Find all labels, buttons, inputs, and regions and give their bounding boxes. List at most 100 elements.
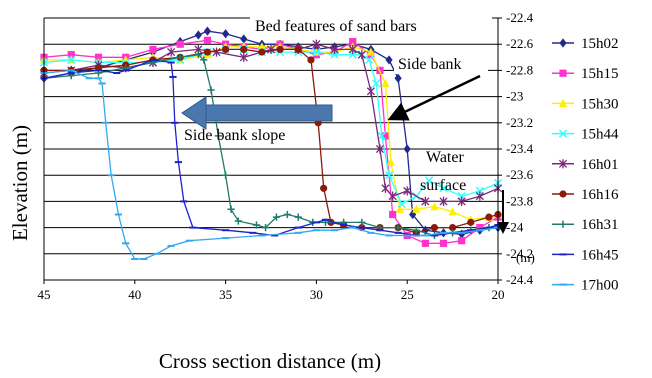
legend-label: 15h44: [581, 127, 619, 143]
data-point: [375, 144, 385, 154]
data-point: [381, 183, 390, 193]
x-unit-label: (m): [516, 250, 535, 265]
data-point: [388, 191, 397, 201]
data-point: [357, 50, 366, 60]
legend-label: 16h01: [581, 157, 619, 173]
data-point: [439, 196, 448, 206]
legend-item: 15h30: [552, 96, 619, 112]
data-point: [403, 186, 412, 196]
annotation-side-bank: Side bank: [398, 56, 462, 73]
annotation-surface: surface: [420, 177, 466, 194]
data-point: [424, 176, 434, 185]
y-tick-label: -22.8: [506, 62, 533, 77]
data-point: [214, 132, 222, 140]
data-point: [276, 45, 284, 54]
legend-swatch-marker: [559, 190, 567, 198]
legend-label: 15h15: [581, 66, 619, 82]
data-point: [476, 224, 484, 232]
legend-label: 15h02: [581, 36, 619, 52]
legend-swatch-marker: [558, 159, 568, 169]
legend-item: 15h15: [552, 66, 619, 82]
legend-label: 16h31: [581, 217, 619, 233]
data-point: [261, 224, 270, 232]
data-point: [294, 213, 302, 221]
series-line: [43, 59, 499, 237]
series-17h00: [40, 69, 502, 261]
data-point: [266, 44, 276, 55]
legend: 15h02 15h15 15h30 15h44 16h01 16h16 16h31 16h45…: [552, 36, 619, 294]
x-tick-label: 45: [38, 287, 51, 302]
data-point: [194, 51, 202, 59]
series-layer: [39, 26, 503, 261]
data-point: [283, 210, 291, 219]
data-point: [176, 53, 184, 61]
data-point: [234, 217, 242, 225]
data-point: [449, 224, 457, 232]
legend-swatch-marker: [559, 38, 567, 48]
data-point: [381, 132, 390, 140]
data-point: [212, 47, 221, 57]
data-point: [421, 239, 429, 247]
data-point: [348, 44, 357, 55]
legend-item: 15h02: [552, 36, 619, 52]
data-point: [222, 29, 230, 39]
legend-label: 17h00: [581, 278, 619, 294]
data-point: [207, 86, 215, 94]
y-axis-label: Elevation (m): [8, 125, 32, 241]
data-point: [372, 79, 381, 88]
data-point: [257, 42, 267, 51]
data-point: [457, 196, 466, 206]
data-point: [381, 78, 390, 88]
legend-item: 16h45: [552, 247, 619, 263]
annotations: Bed features of sand bars Side bank Side…: [181, 14, 509, 234]
x-axis-label: Cross section distance (m): [159, 349, 381, 373]
data-point: [67, 55, 76, 65]
legend-swatch-marker: [559, 69, 567, 77]
y-tick-label: -23.6: [506, 167, 534, 182]
y-tick-label: -23.2: [506, 115, 533, 130]
data-point: [294, 45, 302, 54]
data-point: [430, 202, 439, 211]
data-point: [240, 34, 248, 44]
series-line: [43, 54, 499, 237]
data-point: [475, 191, 484, 201]
legend-item: 16h01: [552, 157, 619, 173]
y-tick-label: -22.4: [506, 10, 534, 25]
side-bank-slope-arrow: [181, 96, 333, 130]
data-point: [258, 48, 266, 56]
data-point: [349, 37, 357, 46]
data-point: [467, 218, 475, 226]
data-point: [386, 157, 395, 166]
data-point: [397, 199, 406, 209]
data-point: [330, 44, 339, 55]
data-point: [307, 56, 315, 64]
data-point: [203, 48, 212, 56]
series-16h31: [40, 51, 502, 240]
x-tick-label: 40: [128, 287, 141, 302]
data-point: [67, 51, 75, 59]
data-point: [394, 73, 402, 83]
data-point: [394, 224, 402, 232]
legend-label: 15h30: [581, 96, 619, 112]
series-line: [43, 69, 499, 260]
annotation-bed-features: Bed features of sand bars: [255, 18, 417, 35]
x-tick-label: 20: [492, 287, 505, 302]
data-point: [240, 45, 248, 54]
plot-axes: [43, 17, 502, 284]
series-line: [43, 30, 499, 235]
data-point: [358, 218, 366, 226]
y-tick-label: -23: [506, 89, 523, 104]
data-point: [364, 55, 374, 65]
legend-item: 16h16: [552, 187, 619, 203]
data-point: [385, 55, 393, 65]
legend-item: 16h31: [552, 217, 619, 233]
annotation-bg: [394, 52, 488, 74]
legend-label: 16h16: [581, 187, 619, 203]
legend-item: 15h44: [552, 127, 619, 143]
data-point: [203, 36, 212, 44]
data-point: [366, 47, 375, 56]
x-tick-label: 30: [310, 287, 323, 302]
data-point: [194, 30, 202, 40]
x-tick-label: 35: [219, 287, 232, 302]
